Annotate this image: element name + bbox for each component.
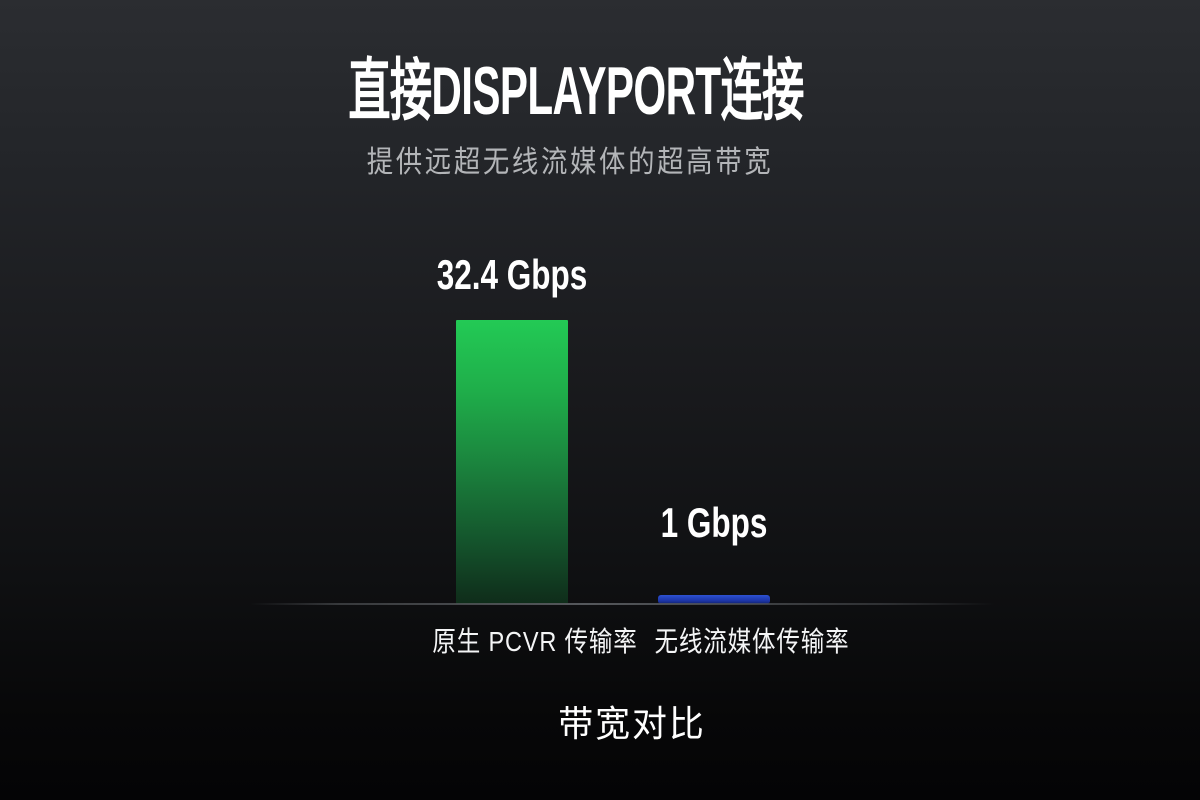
chart-caption: 带宽对比	[558, 703, 706, 744]
bar-native-pcvr	[456, 320, 568, 604]
bar-value-label-wireless-streaming: 1 Gbps	[660, 499, 768, 546]
category-label-wireless-streaming: 无线流媒体传输率	[654, 626, 850, 657]
bar-wireless-streaming	[658, 595, 770, 604]
page-title: 直接DISPLAYPORT连接	[348, 53, 804, 129]
bar-value-label-native-pcvr: 32.4 Gbps	[436, 251, 588, 298]
page-subtitle: 提供远超无线流媒体的超高带宽	[366, 146, 774, 179]
category-label-native-pcvr: 原生 PCVR 传输率	[432, 626, 638, 657]
x-axis-baseline	[250, 603, 995, 605]
